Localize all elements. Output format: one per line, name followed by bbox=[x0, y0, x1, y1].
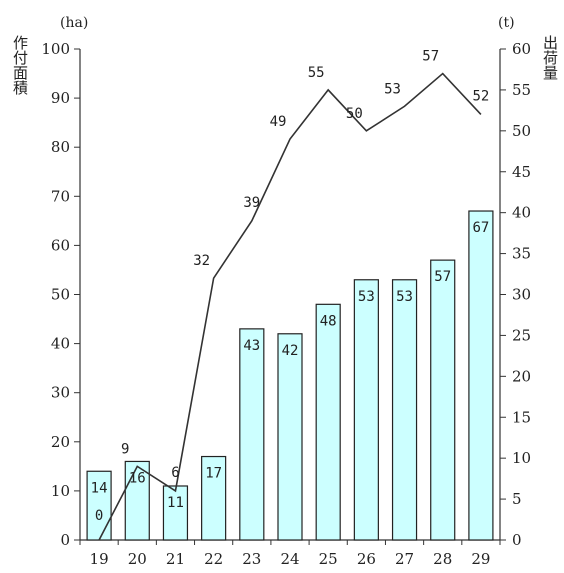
left-tick-label: 50 bbox=[51, 286, 70, 304]
x-tick-label: 20 bbox=[128, 550, 147, 568]
bar-value-label: 16 bbox=[129, 470, 146, 486]
line-value-label: 9 bbox=[121, 441, 129, 457]
right-tick-label: 55 bbox=[512, 81, 531, 99]
bar-value-label: 17 bbox=[205, 466, 222, 482]
bar bbox=[315, 303, 341, 541]
bar-value-label: 53 bbox=[358, 289, 375, 305]
right-tick-label: 35 bbox=[512, 245, 531, 263]
left-tick-label: 40 bbox=[51, 335, 70, 353]
axes: 0102030405060708090100051015202530354045… bbox=[41, 40, 531, 568]
x-tick-label: 26 bbox=[357, 550, 376, 568]
bar bbox=[391, 279, 418, 541]
bar-value-label: 53 bbox=[396, 289, 413, 305]
right-tick-label: 40 bbox=[512, 204, 531, 222]
right-tick-label: 15 bbox=[512, 408, 531, 426]
series-line bbox=[98, 72, 482, 541]
bar-value-label: 67 bbox=[472, 220, 489, 236]
right-axis-title: 出荷量 bbox=[541, 35, 559, 80]
x-tick-label: 21 bbox=[166, 550, 185, 568]
line-value-label: 52 bbox=[472, 88, 489, 104]
bar bbox=[162, 485, 189, 541]
bar-value-label: 11 bbox=[167, 495, 184, 511]
x-tick-label: 24 bbox=[280, 550, 299, 568]
bar-series bbox=[86, 210, 494, 541]
left-tick-label: 100 bbox=[41, 40, 70, 58]
left-tick-label: 90 bbox=[51, 89, 70, 107]
right-tick-label: 10 bbox=[512, 449, 531, 467]
x-tick-label: 28 bbox=[433, 550, 452, 568]
x-tick-label: 22 bbox=[204, 550, 223, 568]
left-tick-label: 10 bbox=[51, 482, 70, 500]
line-value-label: 32 bbox=[193, 253, 210, 269]
bar bbox=[239, 328, 265, 541]
x-tick-label: 29 bbox=[471, 550, 490, 568]
x-tick-label: 25 bbox=[319, 550, 338, 568]
line-value-label: 55 bbox=[308, 65, 325, 81]
bar bbox=[430, 259, 456, 541]
bar-value-label: 42 bbox=[282, 343, 299, 359]
left-axis-title: 作付面積 bbox=[11, 35, 29, 95]
right-tick-label: 25 bbox=[512, 326, 531, 344]
line-value-label: 6 bbox=[171, 465, 179, 481]
right-tick-label: 30 bbox=[512, 286, 531, 304]
bar-value-label: 48 bbox=[320, 313, 337, 329]
right-axis-unit: (t) bbox=[498, 15, 515, 31]
right-tick-label: 20 bbox=[512, 367, 531, 385]
x-tick-label: 27 bbox=[395, 550, 414, 568]
line-value-label: 39 bbox=[243, 195, 260, 211]
right-tick-label: 45 bbox=[512, 163, 531, 181]
line-value-label: 57 bbox=[422, 49, 439, 65]
bar bbox=[468, 210, 494, 541]
line-value-label: 50 bbox=[346, 106, 363, 122]
data-labels: 14 16 11 17 43 42 48 53 53 57 67 0 9 6 32 39 49 55 50 53 57 5… bbox=[91, 49, 490, 524]
bar-value-label: 14 bbox=[91, 480, 108, 496]
bar bbox=[201, 455, 227, 541]
right-tick-label: 50 bbox=[512, 122, 531, 140]
left-tick-label: 80 bbox=[51, 138, 70, 156]
line-series bbox=[98, 72, 482, 541]
bar bbox=[86, 470, 112, 541]
line-value-label: 49 bbox=[270, 114, 287, 130]
bar-value-label: 57 bbox=[434, 269, 451, 285]
bar bbox=[124, 460, 150, 541]
left-tick-label: 30 bbox=[51, 384, 70, 402]
left-axis-unit: (ha) bbox=[60, 15, 88, 31]
left-tick-label: 20 bbox=[51, 433, 70, 451]
line-value-label: 0 bbox=[95, 508, 103, 524]
left-tick-label: 70 bbox=[51, 187, 70, 205]
x-tick-label: 23 bbox=[242, 550, 261, 568]
bar bbox=[353, 279, 379, 541]
left-tick-label: 0 bbox=[60, 531, 70, 549]
left-tick-label: 60 bbox=[51, 236, 70, 254]
line-value-label: 53 bbox=[384, 81, 401, 97]
x-tick-label: 19 bbox=[90, 550, 109, 568]
bar-value-label: 43 bbox=[243, 338, 260, 354]
bar bbox=[277, 333, 303, 541]
right-tick-label: 60 bbox=[512, 40, 531, 58]
right-tick-label: 0 bbox=[512, 531, 522, 549]
right-tick-label: 5 bbox=[512, 490, 522, 508]
